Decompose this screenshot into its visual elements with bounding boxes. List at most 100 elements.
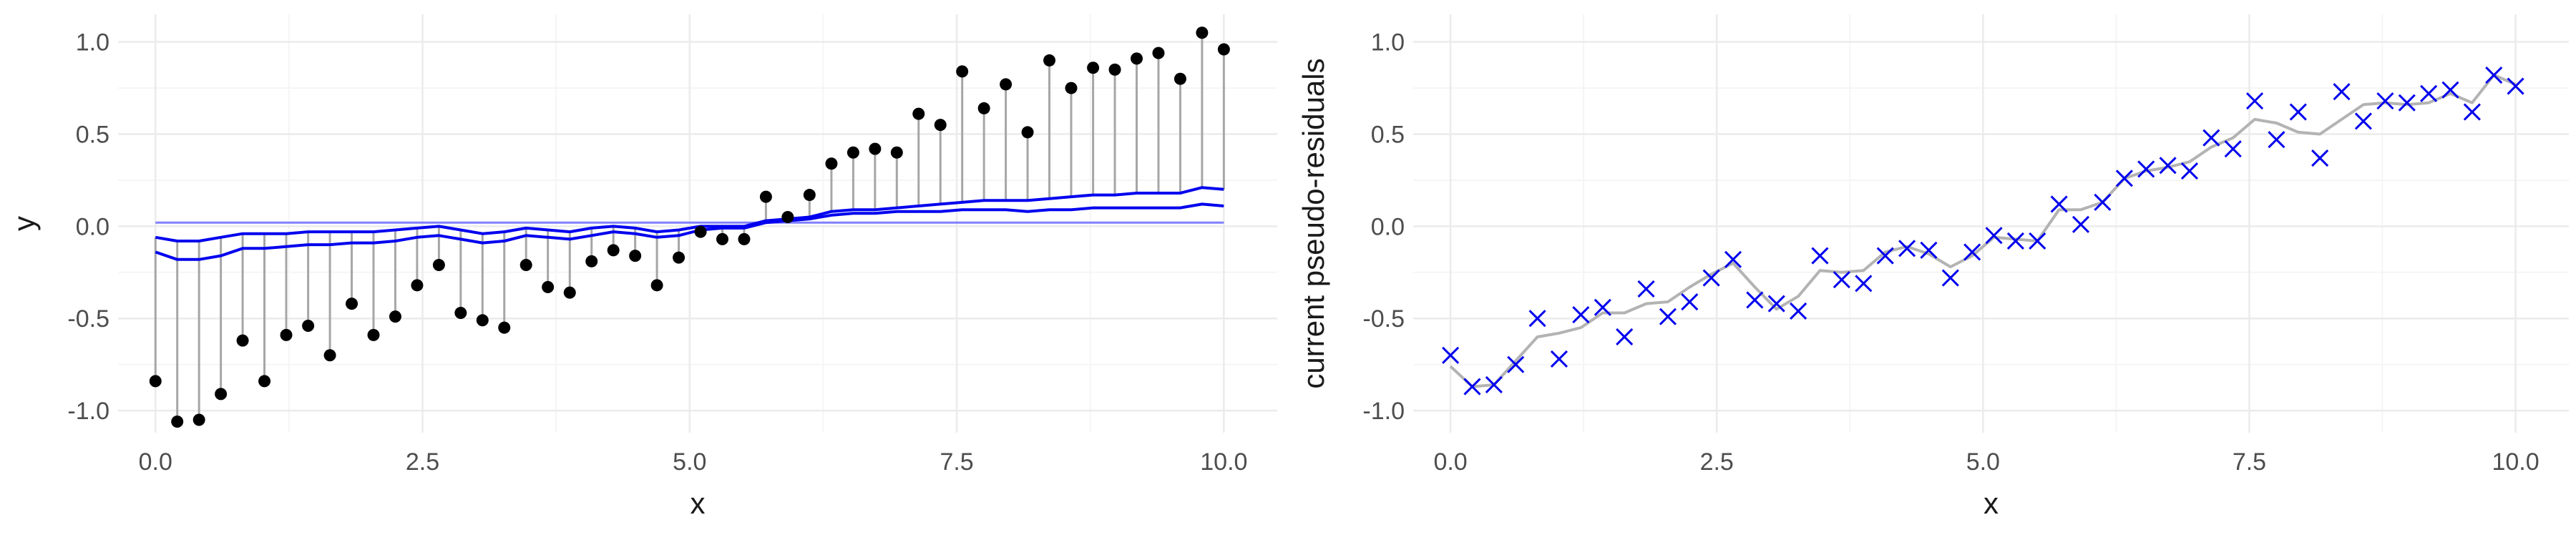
- residual-point: [1594, 298, 1611, 316]
- x-tick-label: 10.0: [2492, 448, 2539, 476]
- cross-stroke: [1550, 350, 1568, 368]
- residual-point: [2245, 92, 2264, 110]
- x-tick-label: 2.5: [406, 448, 439, 476]
- residual-point: [2376, 92, 2394, 110]
- data-point: [890, 146, 903, 159]
- data-point: [563, 286, 576, 299]
- residual-point: [2420, 84, 2438, 102]
- residual-point: [1724, 250, 1742, 268]
- cross-stroke: [2159, 157, 2177, 175]
- data-point: [716, 232, 728, 245]
- cross-stroke: [1572, 306, 1590, 324]
- x-axis-title: x: [1984, 486, 1999, 520]
- data-point: [1087, 62, 1100, 74]
- residual-point: [2137, 160, 2155, 178]
- residual-point: [1746, 291, 1764, 309]
- data-point: [803, 189, 816, 202]
- cross-stroke: [1811, 247, 1829, 265]
- data-point: [1217, 43, 1230, 56]
- cross-stroke: [1442, 346, 1460, 364]
- cross-stroke: [1485, 375, 1503, 394]
- cross-stroke: [2006, 232, 2024, 250]
- data-point: [367, 328, 380, 341]
- residual-point: [2180, 162, 2199, 180]
- data-point: [694, 225, 707, 238]
- residual-point: [1659, 308, 1677, 325]
- residual-point: [2398, 94, 2416, 112]
- data-point: [1152, 46, 1165, 59]
- data-point: [476, 314, 489, 327]
- fit-line-1: [155, 186, 1224, 242]
- data-point: [912, 107, 925, 120]
- residual-point: [2463, 103, 2481, 121]
- y-tick-label: 1.0: [1371, 29, 1405, 57]
- x-tick-label: 0.0: [1433, 448, 1467, 476]
- cross-stroke: [1876, 247, 1894, 265]
- x-tick-label: 7.5: [2233, 448, 2266, 476]
- cross-stroke: [1746, 291, 1764, 309]
- left-panel: 0.0 2.5 5.0 7.5 10.0 -1.0 -0.5 0.0 0.5 1.0 x y: [7, 14, 1277, 520]
- cross-stroke: [2029, 232, 2046, 250]
- cross-stroke: [2050, 195, 2068, 213]
- data-point: [781, 210, 794, 223]
- data-point: [629, 250, 642, 262]
- residual-point: [1855, 275, 1873, 293]
- cross-stroke: [2115, 170, 2133, 187]
- data-point: [1174, 72, 1186, 85]
- data-point: [389, 310, 401, 323]
- residual-point: [1616, 328, 1634, 346]
- cross-stroke: [2224, 140, 2242, 158]
- cross-stroke: [2354, 112, 2372, 130]
- cross-stroke: [1681, 293, 1699, 311]
- data-point: [956, 65, 969, 78]
- data-point: [1065, 82, 1078, 94]
- data-point: [1043, 54, 1056, 67]
- data-point: [171, 416, 184, 428]
- residual-point: [2094, 193, 2112, 211]
- cross-stroke: [1898, 240, 1916, 257]
- x-tick-label: 2.5: [1700, 448, 1734, 476]
- residual-point: [1963, 243, 1981, 261]
- data-point: [302, 320, 315, 333]
- data-point: [323, 349, 336, 362]
- y-tick-label: 0.0: [76, 213, 109, 240]
- residual-point: [1790, 302, 1807, 320]
- data-point: [215, 388, 228, 401]
- residual-point: [1985, 227, 2003, 245]
- cross-stroke: [1659, 308, 1677, 325]
- data-point: [738, 232, 751, 245]
- cross-stroke: [1528, 310, 1546, 328]
- residual-point: [2311, 149, 2329, 167]
- data-point: [192, 413, 205, 426]
- y-tick-label: -1.0: [67, 398, 109, 425]
- x-tick-label: 7.5: [940, 448, 973, 476]
- residual-point: [2006, 232, 2024, 250]
- residual-point: [1876, 247, 1894, 265]
- residual-point: [1550, 350, 1568, 368]
- residual-point: [1442, 346, 1460, 364]
- residual-point: [1528, 310, 1546, 328]
- residual-point: [2485, 66, 2503, 84]
- y-axis-title: current pseudo-residuals: [1297, 58, 1330, 388]
- cross-stroke: [2202, 129, 2220, 147]
- residual-point: [1572, 306, 1590, 324]
- residual-point: [2268, 131, 2285, 149]
- data-point: [542, 280, 555, 293]
- cross-stroke: [1702, 269, 1720, 287]
- residual-point: [2202, 129, 2220, 147]
- cross-stroke: [1767, 295, 1785, 313]
- cross-stroke: [1594, 298, 1611, 316]
- cross-stroke: [1855, 275, 1873, 293]
- x-axis-title: x: [691, 486, 706, 520]
- cross-stroke: [1985, 227, 2003, 245]
- data-point: [650, 279, 663, 292]
- residual-point: [1920, 241, 1938, 259]
- y-tick-label: 0.5: [1371, 122, 1405, 149]
- residual-point: [1898, 240, 1916, 257]
- cross-stroke: [2094, 193, 2112, 211]
- data-point: [1196, 26, 1209, 39]
- cross-stroke: [1616, 328, 1634, 346]
- data-point: [258, 375, 271, 388]
